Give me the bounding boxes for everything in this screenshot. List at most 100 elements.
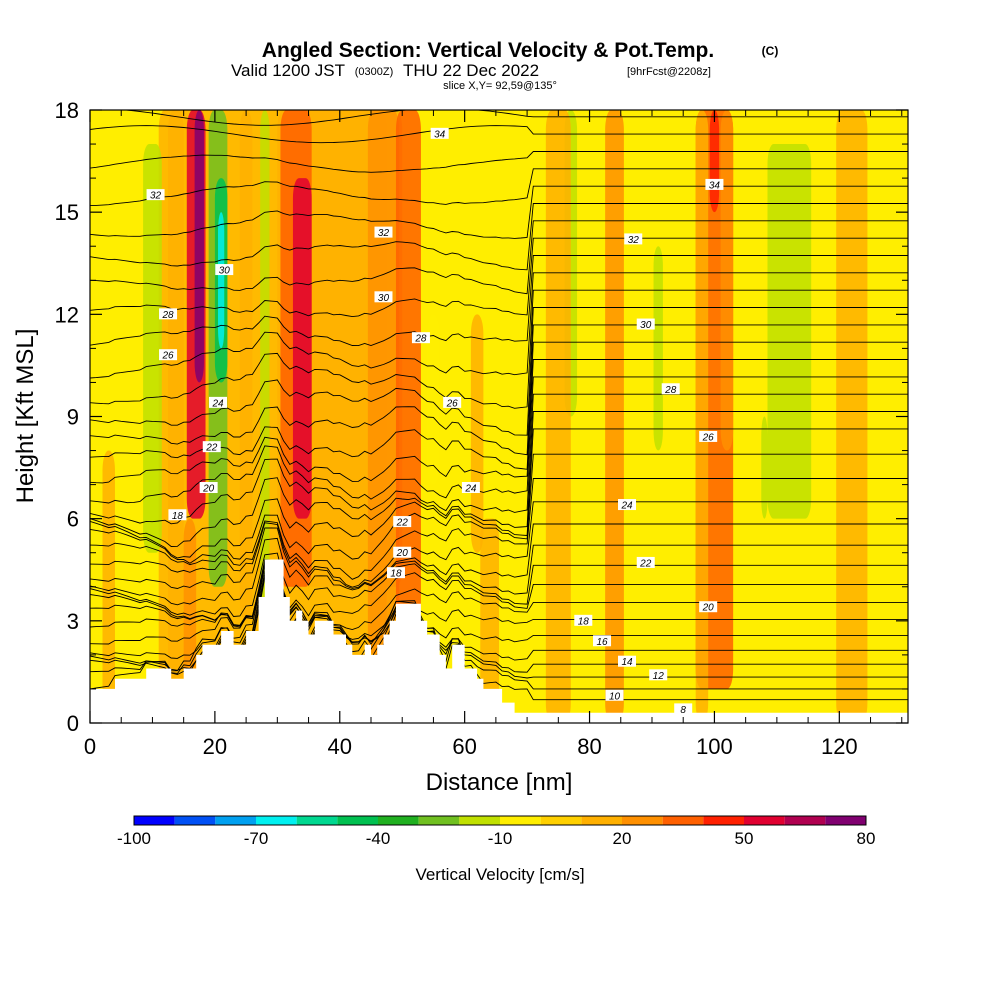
theta-label-bg (443, 396, 462, 408)
y-tick-label: 3 (67, 609, 79, 634)
colorbar-frame (133, 815, 867, 826)
theta-contour-line (90, 428, 908, 559)
theta-label: 12 (649, 669, 668, 682)
velocity-plume (695, 110, 709, 723)
theta-label: 24 (461, 482, 480, 495)
theta-label: 28 (411, 332, 430, 345)
theta-contour-line (90, 185, 908, 239)
theta-label-bg (430, 127, 449, 139)
theta-label: 28 (159, 308, 178, 321)
colorbar-swatch (540, 816, 582, 825)
colorbar-swatch (662, 816, 704, 825)
theta-label-bg (209, 396, 228, 408)
colorbar-swatch (784, 816, 826, 825)
theta-contour-line (90, 168, 908, 207)
theta-label-bg (574, 614, 593, 626)
x-tick-label: 40 (328, 734, 352, 759)
theta-label: 20 (393, 546, 412, 559)
velocity-plume (761, 416, 768, 519)
colorbar-swatch (744, 816, 785, 825)
y-tick-label: 18 (55, 98, 79, 123)
velocity-field (102, 110, 868, 723)
theta-label-bg (199, 482, 218, 494)
colorbar-swatch (378, 816, 419, 825)
theta-contour-line (90, 237, 908, 318)
theta-label-bg (411, 332, 430, 344)
theta-label-text: 20 (702, 603, 715, 614)
theta-label-text: 22 (639, 558, 652, 569)
theta-label-text: 20 (396, 548, 409, 559)
theta-contour-line (90, 125, 908, 144)
velocity-plume (194, 110, 204, 383)
chart-title: Angled Section: Vertical Velocity & Pot.… (262, 39, 714, 62)
velocity-plume (709, 110, 720, 213)
theta-contours (90, 110, 908, 701)
theta-label-bg (374, 291, 393, 303)
theta-label-text: 10 (609, 691, 621, 702)
theta-label-text: 24 (211, 398, 224, 409)
velocity-plume (218, 212, 225, 349)
theta-label-text: 34 (709, 180, 721, 191)
theta-label: 20 (699, 601, 718, 614)
x-tick-label: 80 (577, 734, 601, 759)
colorbar-swatch (459, 816, 500, 825)
theta-contour-line (90, 203, 908, 271)
theta-label-text: 14 (621, 657, 633, 668)
velocity-plume (605, 110, 624, 723)
colorbar-tick-label: 50 (735, 829, 754, 848)
theta-label-bg (636, 556, 655, 568)
theta-contour-line (90, 561, 908, 661)
theta-label-bg (661, 383, 680, 395)
theta-contour-line (120, 110, 908, 126)
x-tick-label: 60 (452, 734, 476, 759)
velocity-plume (767, 144, 812, 519)
theta-label: 18 (574, 614, 593, 627)
velocity-plume (545, 110, 571, 723)
theta-label: 26 (159, 349, 178, 362)
theta-contour-line (90, 478, 908, 580)
velocity-plume (260, 110, 270, 621)
theta-label-bg (461, 482, 480, 494)
velocity-plume (158, 110, 184, 723)
theta-label-bg (674, 703, 693, 715)
theta-label-bg (146, 189, 165, 201)
theta-label-text: 32 (628, 235, 640, 246)
theta-label-bg (699, 601, 718, 613)
valid-utc: (0300Z) (355, 66, 394, 78)
colorbar-swatch (500, 816, 541, 825)
theta-label-text: 18 (578, 616, 590, 627)
theta-contour-line (90, 562, 908, 640)
theta-label: 24 (618, 499, 637, 512)
terrain-mask (90, 559, 908, 723)
colorbar-swatch (703, 816, 744, 825)
theta-label-bg (159, 349, 178, 361)
theta-label-text: 26 (161, 351, 174, 362)
theta-label: 14 (618, 655, 637, 668)
theta-contour-line (90, 501, 908, 588)
colorbar: -100 -70 -40 -10 20 50 80 (117, 815, 875, 848)
colorbar-swatch (134, 816, 175, 825)
colorbar-swatch (337, 816, 378, 825)
theta-contour-line (90, 220, 908, 295)
theta-contour-line (90, 151, 908, 173)
theta-label-text: 24 (620, 501, 633, 512)
y-tick-label: 15 (55, 200, 79, 225)
colorbar-swatch (296, 816, 338, 825)
theta-label: 32 (374, 226, 393, 239)
velocity-plume (480, 518, 499, 723)
theta-label: 26 (443, 396, 462, 409)
theta-contour-line (90, 552, 908, 617)
theta-label-text: 34 (434, 129, 446, 140)
colorbar-swatch (256, 816, 297, 825)
y-tick-label: 9 (67, 405, 79, 430)
colorbar-tick-label: -40 (366, 829, 391, 848)
theta-contour-line (90, 289, 908, 409)
chart-title-tag: (C) (762, 44, 779, 58)
valid-time-line: Valid 1200 JST (0300Z) THU 22 Dec 2022 [… (231, 61, 711, 80)
theta-label-text: 24 (464, 484, 477, 495)
theta-label: 30 (374, 291, 393, 304)
theta-label: 20 (199, 482, 218, 495)
theta-label: 22 (393, 516, 412, 529)
slice-info: slice X,Y= 92,59@135° (443, 80, 557, 92)
